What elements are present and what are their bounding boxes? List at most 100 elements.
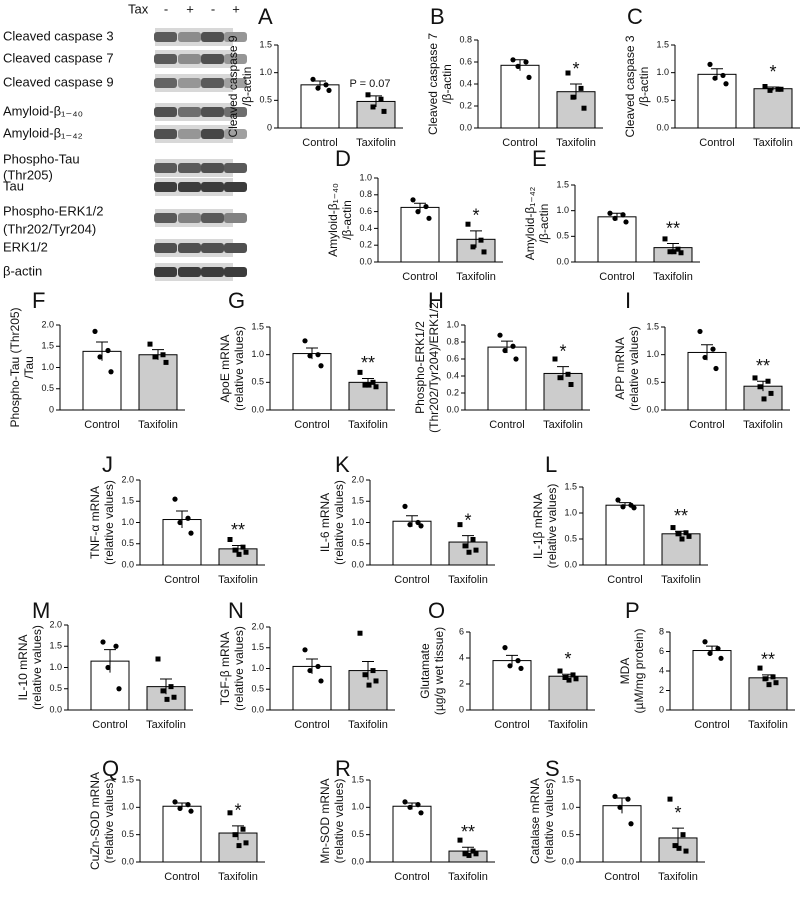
x-tick-label: Taxifolin xyxy=(548,719,588,731)
y-tick-label: 1.0 xyxy=(656,67,669,77)
y-axis-label: (relative values) xyxy=(332,480,346,565)
data-point xyxy=(465,221,471,227)
y-tick-label: 1.0 xyxy=(359,172,372,182)
y-tick-label: 1.5 xyxy=(561,774,574,784)
bar xyxy=(492,660,532,711)
y-axis-label: (relative values) xyxy=(102,779,116,864)
y-tick-label: 2 xyxy=(659,685,664,695)
data-point xyxy=(185,802,191,808)
data-point xyxy=(670,525,676,531)
y-tick-label: 0.5 xyxy=(259,95,272,105)
data-point xyxy=(526,74,532,80)
y-axis-label: Cleaved caspase 3 xyxy=(623,35,637,137)
data-point xyxy=(565,371,571,377)
data-point xyxy=(662,236,668,242)
y-tick-label: 0.5 xyxy=(556,231,569,241)
blot-label: Amyloid-β₁₋₄₀ xyxy=(3,103,83,118)
y-axis-label: Amyloid-β₁₋₄₂ xyxy=(523,186,537,260)
x-tick-label: Control xyxy=(604,871,639,883)
data-point xyxy=(562,675,568,680)
bar xyxy=(753,88,793,129)
data-point xyxy=(766,682,772,688)
data-point xyxy=(478,237,484,243)
data-point xyxy=(402,503,408,509)
y-axis-label: (Thr202/Tyr204)/ERK1/2 xyxy=(427,302,441,433)
y-axis-label: /β-actin xyxy=(637,67,651,107)
error-bar xyxy=(462,535,474,549)
data-point xyxy=(502,347,508,354)
data-point xyxy=(752,375,758,381)
blot-label: β-actin xyxy=(3,263,42,278)
y-tick-label: 1.5 xyxy=(646,321,659,331)
bar xyxy=(400,206,440,263)
data-point xyxy=(357,369,363,375)
blot-label: Amyloid-β₁₋₄₂ xyxy=(3,125,83,140)
error-bar xyxy=(506,654,518,666)
blot-band xyxy=(154,267,177,277)
data-point xyxy=(240,826,246,832)
data-point xyxy=(240,544,246,550)
blot-band xyxy=(201,129,224,139)
data-point xyxy=(518,665,524,672)
data-point xyxy=(683,530,689,536)
blot-band xyxy=(154,54,177,64)
significance: * xyxy=(572,59,579,79)
significance: ** xyxy=(761,650,775,670)
data-point xyxy=(415,519,421,526)
data-point xyxy=(307,353,313,359)
bar xyxy=(692,650,732,711)
blot-band xyxy=(178,78,201,88)
significance: * xyxy=(234,801,241,821)
x-tick-label: Taxifolin xyxy=(748,719,788,731)
data-point xyxy=(697,328,703,335)
data-point xyxy=(612,793,618,800)
x-tick-label: Control xyxy=(689,419,724,431)
data-point xyxy=(315,85,321,91)
y-axis-label: APP mRNA xyxy=(613,337,627,399)
lane-label: - xyxy=(164,1,168,16)
data-point xyxy=(473,851,479,857)
data-point xyxy=(168,684,174,690)
x-tick-label: Control xyxy=(494,719,529,731)
data-point xyxy=(108,369,114,375)
blot-band xyxy=(224,107,247,117)
blot-band xyxy=(154,182,177,192)
data-point xyxy=(557,668,563,674)
y-tick-label: 2.0 xyxy=(251,621,264,631)
y-tick-label: 6 xyxy=(659,646,664,656)
panel-letter: E xyxy=(532,146,547,171)
y-tick-label: 0.5 xyxy=(121,538,134,548)
data-point xyxy=(160,352,166,358)
data-point xyxy=(552,356,558,362)
significance: P = 0.07 xyxy=(349,78,390,90)
data-point xyxy=(418,523,424,529)
data-point xyxy=(407,804,413,810)
y-tick-label: 1.0 xyxy=(121,517,134,527)
data-point xyxy=(147,341,153,347)
data-point xyxy=(497,332,503,338)
data-point xyxy=(712,75,718,81)
bar xyxy=(292,353,332,411)
x-tick-label: Taxifolin xyxy=(653,271,693,283)
y-tick-label: 0.6 xyxy=(446,353,459,363)
x-tick-label: Taxifolin xyxy=(456,271,496,283)
data-point xyxy=(680,832,686,838)
y-tick-label: 0.6 xyxy=(359,206,372,216)
y-tick-label: 0.5 xyxy=(251,377,264,387)
blot-band xyxy=(201,163,224,173)
blot-band xyxy=(201,182,224,192)
y-axis-label: TNF-α mRNA xyxy=(88,486,102,559)
data-point xyxy=(315,352,321,358)
significance: ** xyxy=(461,822,475,842)
x-tick-label: Taxifolin xyxy=(218,871,258,883)
y-tick-label: 1.5 xyxy=(259,39,272,49)
y-axis-label: Phospho-Tau (Thr205) xyxy=(8,307,22,427)
x-tick-label: Control xyxy=(92,719,127,731)
data-point xyxy=(407,522,413,528)
y-axis-label: Catalase mRNA xyxy=(528,778,542,864)
data-point xyxy=(623,219,629,225)
y-axis-label: (relative values) xyxy=(102,480,116,565)
y-axis-label: TGF-β mRNA xyxy=(218,632,232,706)
data-point xyxy=(415,209,421,215)
y-tick-label: 0.0 xyxy=(49,704,62,714)
